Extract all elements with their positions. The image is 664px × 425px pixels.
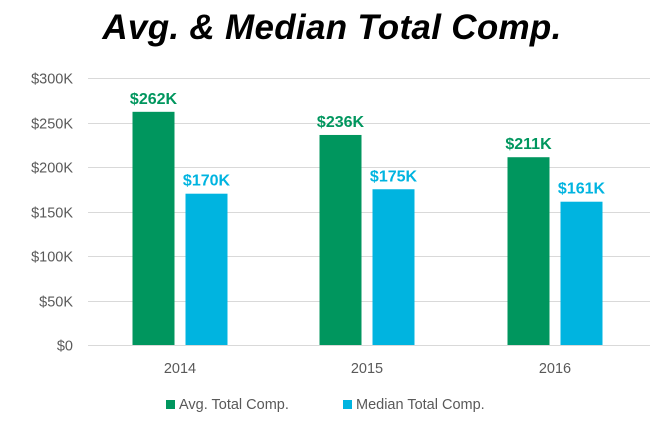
legend-swatch-avg xyxy=(166,400,175,409)
x-tick-label: 2015 xyxy=(351,361,383,377)
y-axis-ticks: $0 $50K $100K $150K $200K $250K $300K xyxy=(31,72,73,355)
y-tick-label: $150K xyxy=(31,206,73,222)
y-tick-label: $0 xyxy=(57,339,73,355)
bars xyxy=(132,111,603,345)
y-tick-label: $200K xyxy=(31,161,73,177)
gridlines xyxy=(88,78,650,346)
data-label-avg-2016: $211K xyxy=(505,136,552,153)
legend-swatch-median xyxy=(343,400,352,409)
data-labels: $262K $170K $236K $175K $211K $161K xyxy=(130,91,606,198)
x-tick-label: 2014 xyxy=(164,361,196,377)
data-label-avg-2014: $262K xyxy=(130,91,178,108)
data-label-avg-2015: $236K xyxy=(317,114,365,131)
bar-median-2014 xyxy=(185,193,228,345)
bar-avg-2015 xyxy=(319,134,362,345)
y-tick-label: $100K xyxy=(31,250,73,266)
data-label-median-2015: $175K xyxy=(370,168,418,185)
bar-median-2016 xyxy=(560,201,603,345)
data-label-median-2016: $161K xyxy=(558,181,606,198)
legend-label-avg: Avg. Total Comp. xyxy=(179,397,289,413)
legend-label-median: Median Total Comp. xyxy=(356,397,485,413)
y-tick-label: $250K xyxy=(31,117,73,133)
bar-median-2015 xyxy=(372,189,415,345)
y-tick-label: $300K xyxy=(31,72,73,88)
bar-avg-2014 xyxy=(132,111,175,345)
x-axis-ticks: 2014 2015 2016 xyxy=(164,361,571,377)
bar-avg-2016 xyxy=(507,157,550,345)
y-tick-label: $50K xyxy=(39,295,73,311)
legend: Avg. Total Comp. Median Total Comp. xyxy=(166,397,485,413)
chart-title: Avg. & Median Total Comp. xyxy=(102,8,562,47)
x-tick-label: 2016 xyxy=(539,361,571,377)
data-label-median-2014: $170K xyxy=(183,173,231,190)
